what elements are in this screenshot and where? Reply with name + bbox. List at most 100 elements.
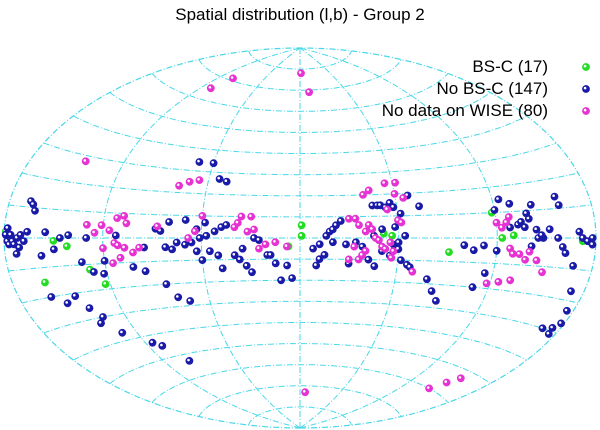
legend-marker (582, 107, 590, 115)
grid-meridian (299, 47, 400, 429)
data-point (29, 200, 38, 209)
data-point (561, 249, 570, 257)
data-point (391, 178, 399, 187)
grid-meridian (102, 47, 301, 429)
data-point (425, 384, 433, 393)
data-point (209, 159, 218, 168)
data-point (386, 238, 395, 247)
data-point (100, 269, 108, 278)
data-point (588, 234, 597, 242)
data-point (12, 249, 21, 258)
data-point (397, 218, 406, 227)
data-point (490, 206, 499, 214)
data-point (90, 268, 98, 276)
data-point (242, 261, 251, 270)
data-point (408, 267, 417, 276)
data-point (37, 251, 46, 260)
data-point (522, 209, 531, 218)
data-point (537, 231, 546, 240)
data-point (480, 269, 489, 277)
data-point (355, 221, 363, 229)
data-point (387, 253, 396, 262)
data-point (81, 157, 90, 166)
data-point (320, 250, 329, 259)
data-point (492, 218, 501, 227)
data-point (297, 69, 305, 78)
grid-parallel (43, 300, 557, 334)
data-point (445, 248, 453, 256)
data-point (261, 240, 270, 249)
data-point (297, 221, 306, 230)
data-point (120, 211, 128, 220)
data-point (297, 231, 306, 240)
data-point (554, 201, 563, 210)
data-point (482, 279, 491, 288)
data-point (105, 226, 114, 235)
data-point (315, 255, 324, 263)
data-point (83, 220, 91, 229)
data-point (101, 280, 110, 288)
data-point (82, 234, 91, 242)
data-point (31, 206, 39, 215)
data-point (71, 292, 80, 300)
data-point (184, 234, 193, 242)
data-point (148, 338, 157, 347)
data-point (172, 238, 181, 247)
data-point (401, 231, 410, 240)
data-point (3, 224, 12, 233)
data-point (336, 217, 345, 225)
data-point (162, 280, 171, 289)
data-point (64, 231, 73, 240)
data-point (47, 293, 56, 301)
data-point (85, 304, 94, 312)
data-point (342, 240, 350, 249)
data-point (90, 228, 99, 237)
data-point (359, 190, 367, 199)
data-point (229, 74, 237, 83)
data-point (509, 231, 518, 240)
data-point (62, 242, 71, 251)
data-point (315, 240, 324, 249)
map-outline (3, 47, 597, 429)
data-point (396, 209, 405, 218)
data-point (364, 186, 373, 195)
grid-parallel (73, 321, 527, 361)
data-point (210, 227, 219, 236)
data-point (283, 261, 291, 270)
data-point (312, 261, 321, 270)
legend-label: No BS-C (147) (437, 79, 548, 98)
data-point (456, 374, 465, 383)
data-point (383, 205, 392, 214)
data-point (49, 236, 58, 245)
data-point (218, 264, 227, 273)
data-point (390, 189, 399, 198)
data-point (378, 225, 386, 234)
data-point (247, 212, 256, 221)
data-point (174, 293, 183, 302)
data-point (309, 244, 317, 253)
data-point (422, 275, 431, 284)
data-point (118, 328, 127, 337)
data-point (129, 248, 137, 257)
data-point (468, 283, 477, 292)
data-point (181, 240, 189, 249)
data-point (165, 218, 173, 226)
data-point (532, 256, 541, 265)
data-point (161, 243, 170, 252)
data-point (350, 242, 359, 251)
data-point (129, 263, 138, 271)
data-point (364, 255, 373, 264)
grid-parallel (198, 59, 402, 91)
data-point (168, 245, 176, 254)
data-point (214, 251, 223, 260)
data-point (515, 250, 524, 258)
data-point (332, 221, 340, 230)
data-point (288, 274, 296, 282)
data-point (391, 223, 399, 231)
data-point (186, 297, 195, 305)
grid-meridian (299, 47, 498, 429)
data-point (396, 256, 405, 265)
aitoff-grid (3, 47, 597, 429)
legend-marker (582, 63, 590, 71)
data-point (23, 227, 32, 236)
